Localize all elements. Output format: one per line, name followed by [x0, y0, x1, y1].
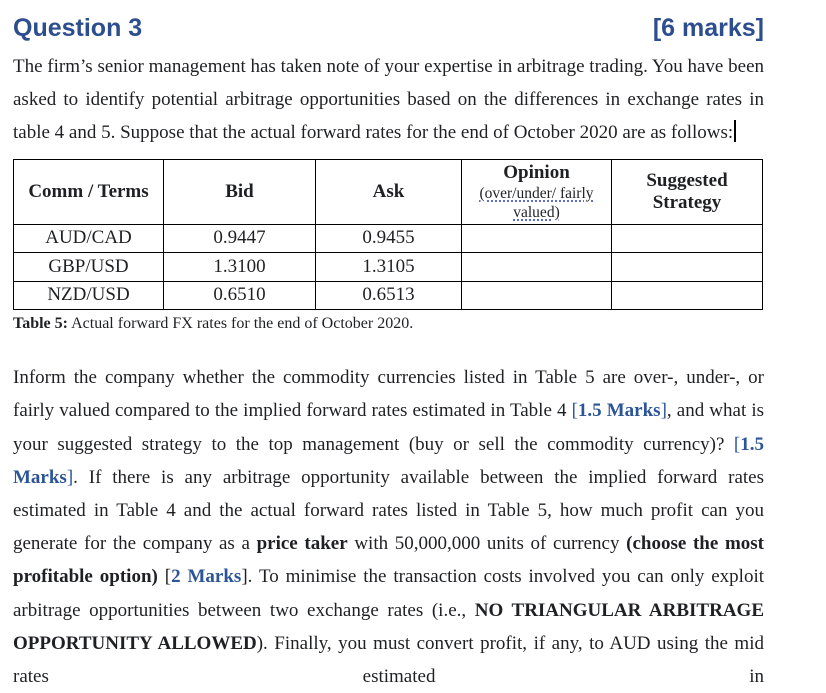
bold-text-run: NO TRIANGULAR ARBITRAGE OPPORTUNITY ALLO…: [13, 599, 765, 654]
col-header-opinion: Opinion (over/under/ fairly valued): [461, 158, 612, 225]
text-run: . If there is any arbitrage opportunity …: [13, 466, 764, 555]
bold-text-run: (choose the most profitable option): [13, 533, 765, 588]
intro-paragraph: The firm’s senior management has taken n…: [13, 50, 764, 150]
marks-bracket: [: [733, 433, 741, 455]
cell-strategy-empty[interactable]: [611, 252, 763, 282]
cell-strategy-empty[interactable]: [611, 223, 763, 254]
bold-text-run: price taker: [256, 533, 348, 555]
cell-opinion-empty[interactable]: [461, 252, 612, 282]
marks-bracket: ]: [660, 400, 667, 422]
text-run: with 50,000,000 units of currency: [347, 533, 627, 555]
col-header-ask: Ask: [315, 158, 462, 225]
intro-text: The firm’s senior management has taken n…: [13, 56, 764, 144]
cell-pair: GBP/USD: [13, 252, 164, 282]
text-run: ]. To minimise the transaction costs inv…: [13, 566, 765, 621]
marks-bracket: [: [571, 400, 578, 422]
cell-bid: 0.6510: [163, 280, 316, 311]
cell-pair: AUD/CAD: [13, 223, 164, 254]
marks-bracket: ]: [66, 466, 74, 488]
table-row: NZD/USD 0.6510 0.6513: [13, 280, 763, 311]
cell-ask: 0.6513: [315, 280, 462, 311]
text-run: Inform the company whether the commodity…: [13, 367, 764, 422]
cell-ask: 1.3105: [315, 252, 462, 282]
table-caption-text: Actual forward FX rates for the end of O…: [67, 315, 414, 333]
task-paragraph: Inform the company whether the commodity…: [13, 361, 764, 693]
table-row: GBP/USD 1.3100 1.3105: [13, 252, 763, 282]
question-heading: Question 3 [6 marks]: [13, 13, 764, 43]
cell-pair: NZD/USD: [13, 280, 164, 311]
table-caption: Table 5: Actual forward FX rates for the…: [13, 313, 764, 334]
text-run: [: [157, 566, 172, 588]
question-marks: [6 marks]: [652, 14, 764, 42]
cell-ask: 0.9455: [315, 223, 462, 254]
cell-bid: 1.3100: [163, 252, 316, 282]
question-title: Question 3: [13, 14, 143, 42]
col-header-bid: Bid: [163, 158, 316, 225]
cell-opinion-empty[interactable]: [461, 223, 612, 254]
col-header-comm-terms: Comm / Terms: [13, 158, 164, 225]
table-header-row: Comm / Terms Bid Ask Opinion (over/under/…: [13, 158, 763, 225]
marks-badge: 1.5 Marks: [13, 433, 764, 488]
marks-badge: 1.5 Marks: [577, 400, 661, 422]
opinion-subtitle: (over/under/ fairly valued): [465, 184, 608, 222]
table-row: AUD/CAD 0.9447 0.9455: [13, 223, 763, 254]
table-caption-label: Table 5:: [13, 315, 68, 333]
cell-opinion-empty[interactable]: [461, 280, 612, 311]
opinion-subtitle-text: (over/under/ fairly valued): [479, 184, 594, 221]
cell-bid: 0.9447: [163, 223, 316, 254]
opinion-title: Opinion: [503, 161, 570, 183]
marks-badge: 2 Marks: [171, 566, 242, 588]
text-run: , and what is your suggested strategy to…: [13, 400, 765, 455]
text-cursor: [734, 120, 737, 143]
col-header-strategy: Suggested Strategy: [611, 158, 763, 225]
cell-strategy-empty[interactable]: [611, 280, 763, 311]
fx-rates-table: Comm / Terms Bid Ask Opinion (over/under/…: [13, 158, 763, 311]
